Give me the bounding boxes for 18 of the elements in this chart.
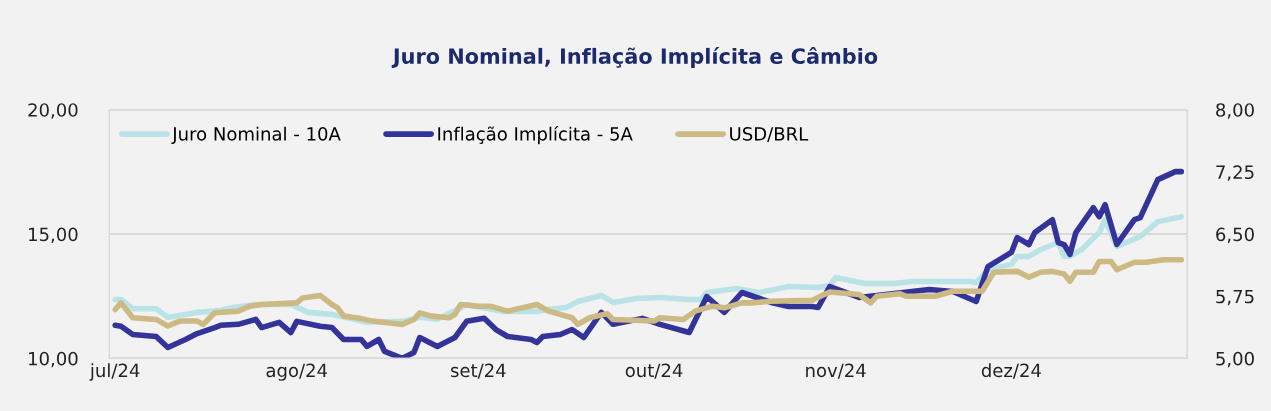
y-tick-label: 10,00 [29, 351, 78, 368]
x-tick-label: out/24 [625, 363, 683, 379]
y-tick-label: 15,00 [29, 227, 78, 244]
x-tick-label: nov/24 [806, 363, 866, 379]
x-tick-label: set/24 [450, 363, 506, 379]
y2-tick-label: 5,00 [1216, 351, 1254, 368]
x-tick-label: dez/24 [981, 363, 1041, 379]
y-tick-label: 20,00 [28, 103, 78, 119]
y2-tick-label: 6,50 [1216, 227, 1254, 244]
legend-label: Juro Nominal - 10A [171, 126, 341, 145]
y2-tick-label: 5,75 [1216, 289, 1254, 306]
legend-label: USD/BRL [730, 127, 809, 143]
legend-label: Inflação Implícita - 5A [438, 125, 633, 145]
x-tick-label: ago/24 [266, 363, 328, 381]
y2-tick-label: 8,00 [1216, 103, 1254, 119]
y2-tick-label: 7,25 [1216, 165, 1254, 181]
chart-title: Juro Nominal, Inflação Implícita e Câmbio [391, 47, 878, 69]
x-tick-label: jul/24 [89, 363, 140, 381]
